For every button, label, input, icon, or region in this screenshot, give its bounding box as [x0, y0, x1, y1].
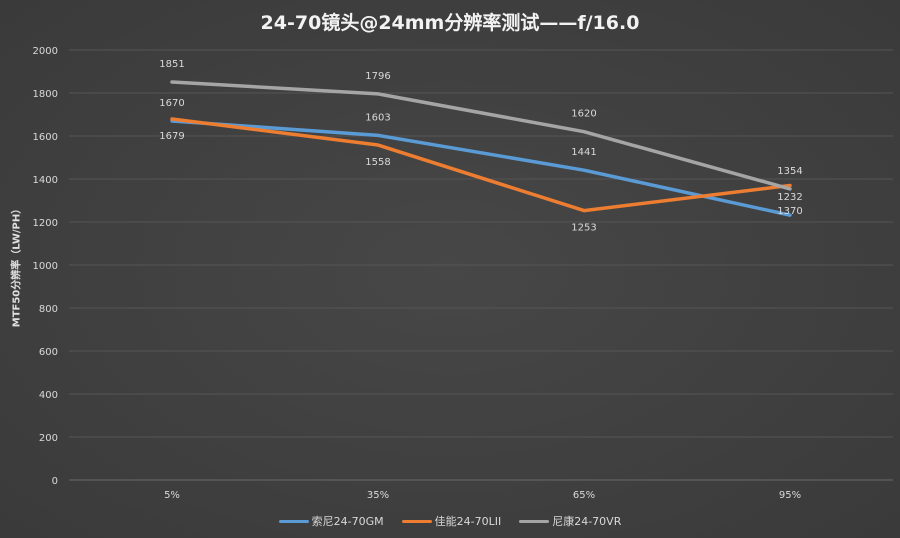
- chart-title: 24-70镜头@24mm分辨率测试——f/16.0: [260, 12, 640, 34]
- legend-item: 佳能24-70LII: [401, 513, 502, 529]
- legend-label: 尼康24-70VR: [552, 515, 622, 528]
- y-tick-label: 600: [39, 347, 58, 358]
- legend-item: 尼康24-70VR: [519, 513, 621, 529]
- data-label: 1670: [159, 98, 184, 109]
- series-line-2: [170, 80, 792, 191]
- legend-swatch: [401, 519, 432, 523]
- legend: 索尼24-70GM 佳能24-70LII 尼康24-70VR: [0, 513, 900, 529]
- y-tick-label: 400: [39, 390, 58, 401]
- legend-label: 佳能24-70LII: [434, 515, 502, 528]
- y-tick-label: 0: [52, 476, 58, 487]
- data-label: 1603: [365, 112, 390, 123]
- x-tick-label: 35%: [367, 490, 389, 501]
- y-tick-label: 2000: [33, 46, 58, 57]
- legend-item: 索尼24-70GM: [278, 513, 384, 529]
- data-label: 1620: [571, 109, 596, 120]
- x-tick-label: 95%: [779, 490, 801, 501]
- y-tick-label: 1600: [33, 132, 58, 143]
- data-label: 1679: [159, 131, 184, 142]
- data-label: 1851: [159, 59, 184, 70]
- y-tick-label: 200: [39, 433, 58, 444]
- y-tick-label: 1000: [33, 261, 58, 272]
- data-label: 1253: [571, 223, 596, 234]
- x-tick-label: 65%: [573, 490, 595, 501]
- data-label: 1370: [777, 206, 802, 217]
- data-label: 1558: [365, 157, 390, 168]
- y-tick-label: 1800: [33, 89, 58, 100]
- x-tick-label: 5%: [164, 490, 180, 501]
- data-label: 1354: [777, 166, 802, 177]
- legend-swatch: [519, 519, 550, 523]
- y-tick-label: 800: [39, 304, 58, 315]
- y-tick-label: 1200: [33, 218, 58, 229]
- legend-label: 索尼24-70GM: [311, 515, 384, 528]
- series-line-0: [170, 119, 792, 217]
- y-tick-label: 1400: [33, 175, 58, 186]
- data-label: 1796: [365, 71, 390, 82]
- data-label: 1232: [777, 192, 802, 203]
- series-line-1: [170, 117, 792, 213]
- data-label: 1441: [571, 147, 596, 158]
- legend-swatch: [278, 519, 309, 523]
